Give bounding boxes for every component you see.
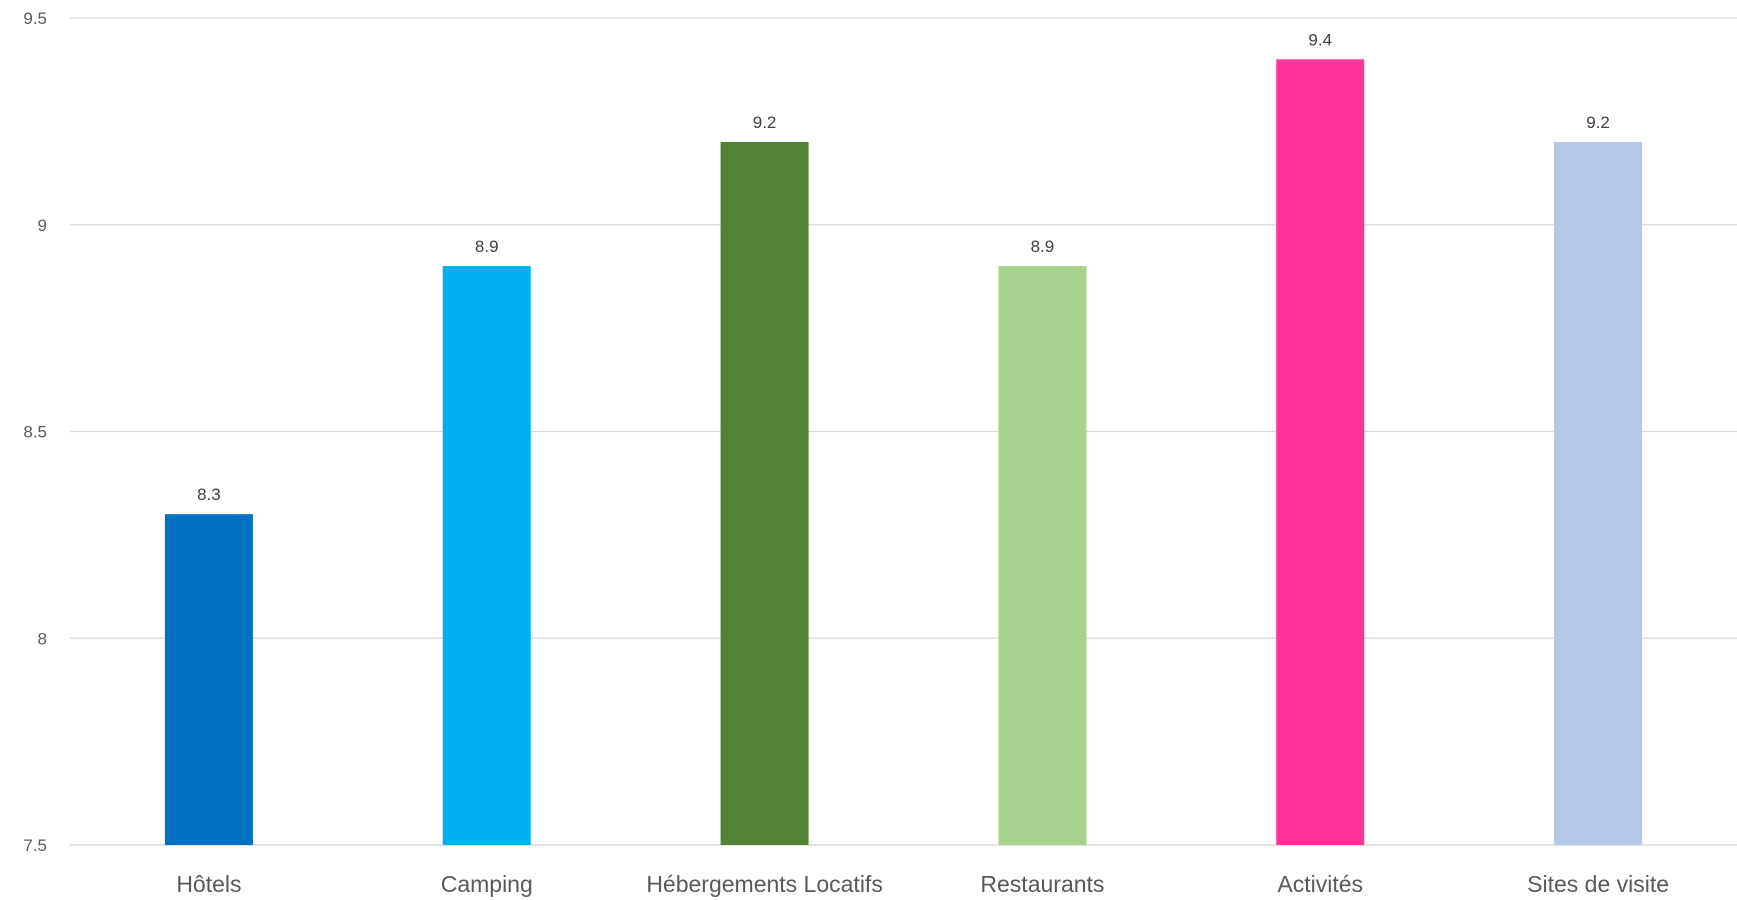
gridlines (70, 17, 1737, 846)
y-tick-label: 8.5 (23, 423, 47, 442)
x-category-label: Hôtels (176, 871, 241, 897)
bar-value-label: 8.9 (1031, 237, 1055, 256)
bar-value-label: 9.2 (753, 113, 777, 132)
x-category-label: Hébergements Locatifs (646, 871, 883, 897)
bar (442, 266, 531, 846)
x-category-label: Activités (1277, 871, 1363, 897)
y-tick-label: 9 (38, 216, 47, 235)
x-category-label: Camping (441, 871, 533, 897)
bars (164, 59, 1643, 846)
x-category-label: Restaurants (980, 871, 1104, 897)
y-tick-label: 7.5 (23, 836, 47, 855)
bar (998, 266, 1087, 846)
bar-value-label: 9.2 (1586, 113, 1610, 132)
bar-value-label: 8.9 (475, 237, 499, 256)
y-axis-ticks: 7.5 8 8.5 9 9.5 (23, 9, 47, 855)
bar (720, 142, 809, 846)
x-axis-categories: Hôtels Camping Hébergements Locatifs Restau… (176, 871, 1669, 897)
x-category-label: Sites de visite (1527, 871, 1669, 897)
bar (1276, 59, 1365, 846)
bar-value-label: 9.4 (1308, 30, 1332, 49)
y-tick-label: 8 (38, 629, 47, 648)
data-labels: 8.3 8.9 9.2 8.9 9.4 9.2 (197, 30, 1610, 504)
y-tick-label: 9.5 (23, 9, 47, 28)
bar-value-label: 8.3 (197, 485, 221, 504)
bar (164, 514, 253, 845)
bar (1554, 142, 1643, 846)
